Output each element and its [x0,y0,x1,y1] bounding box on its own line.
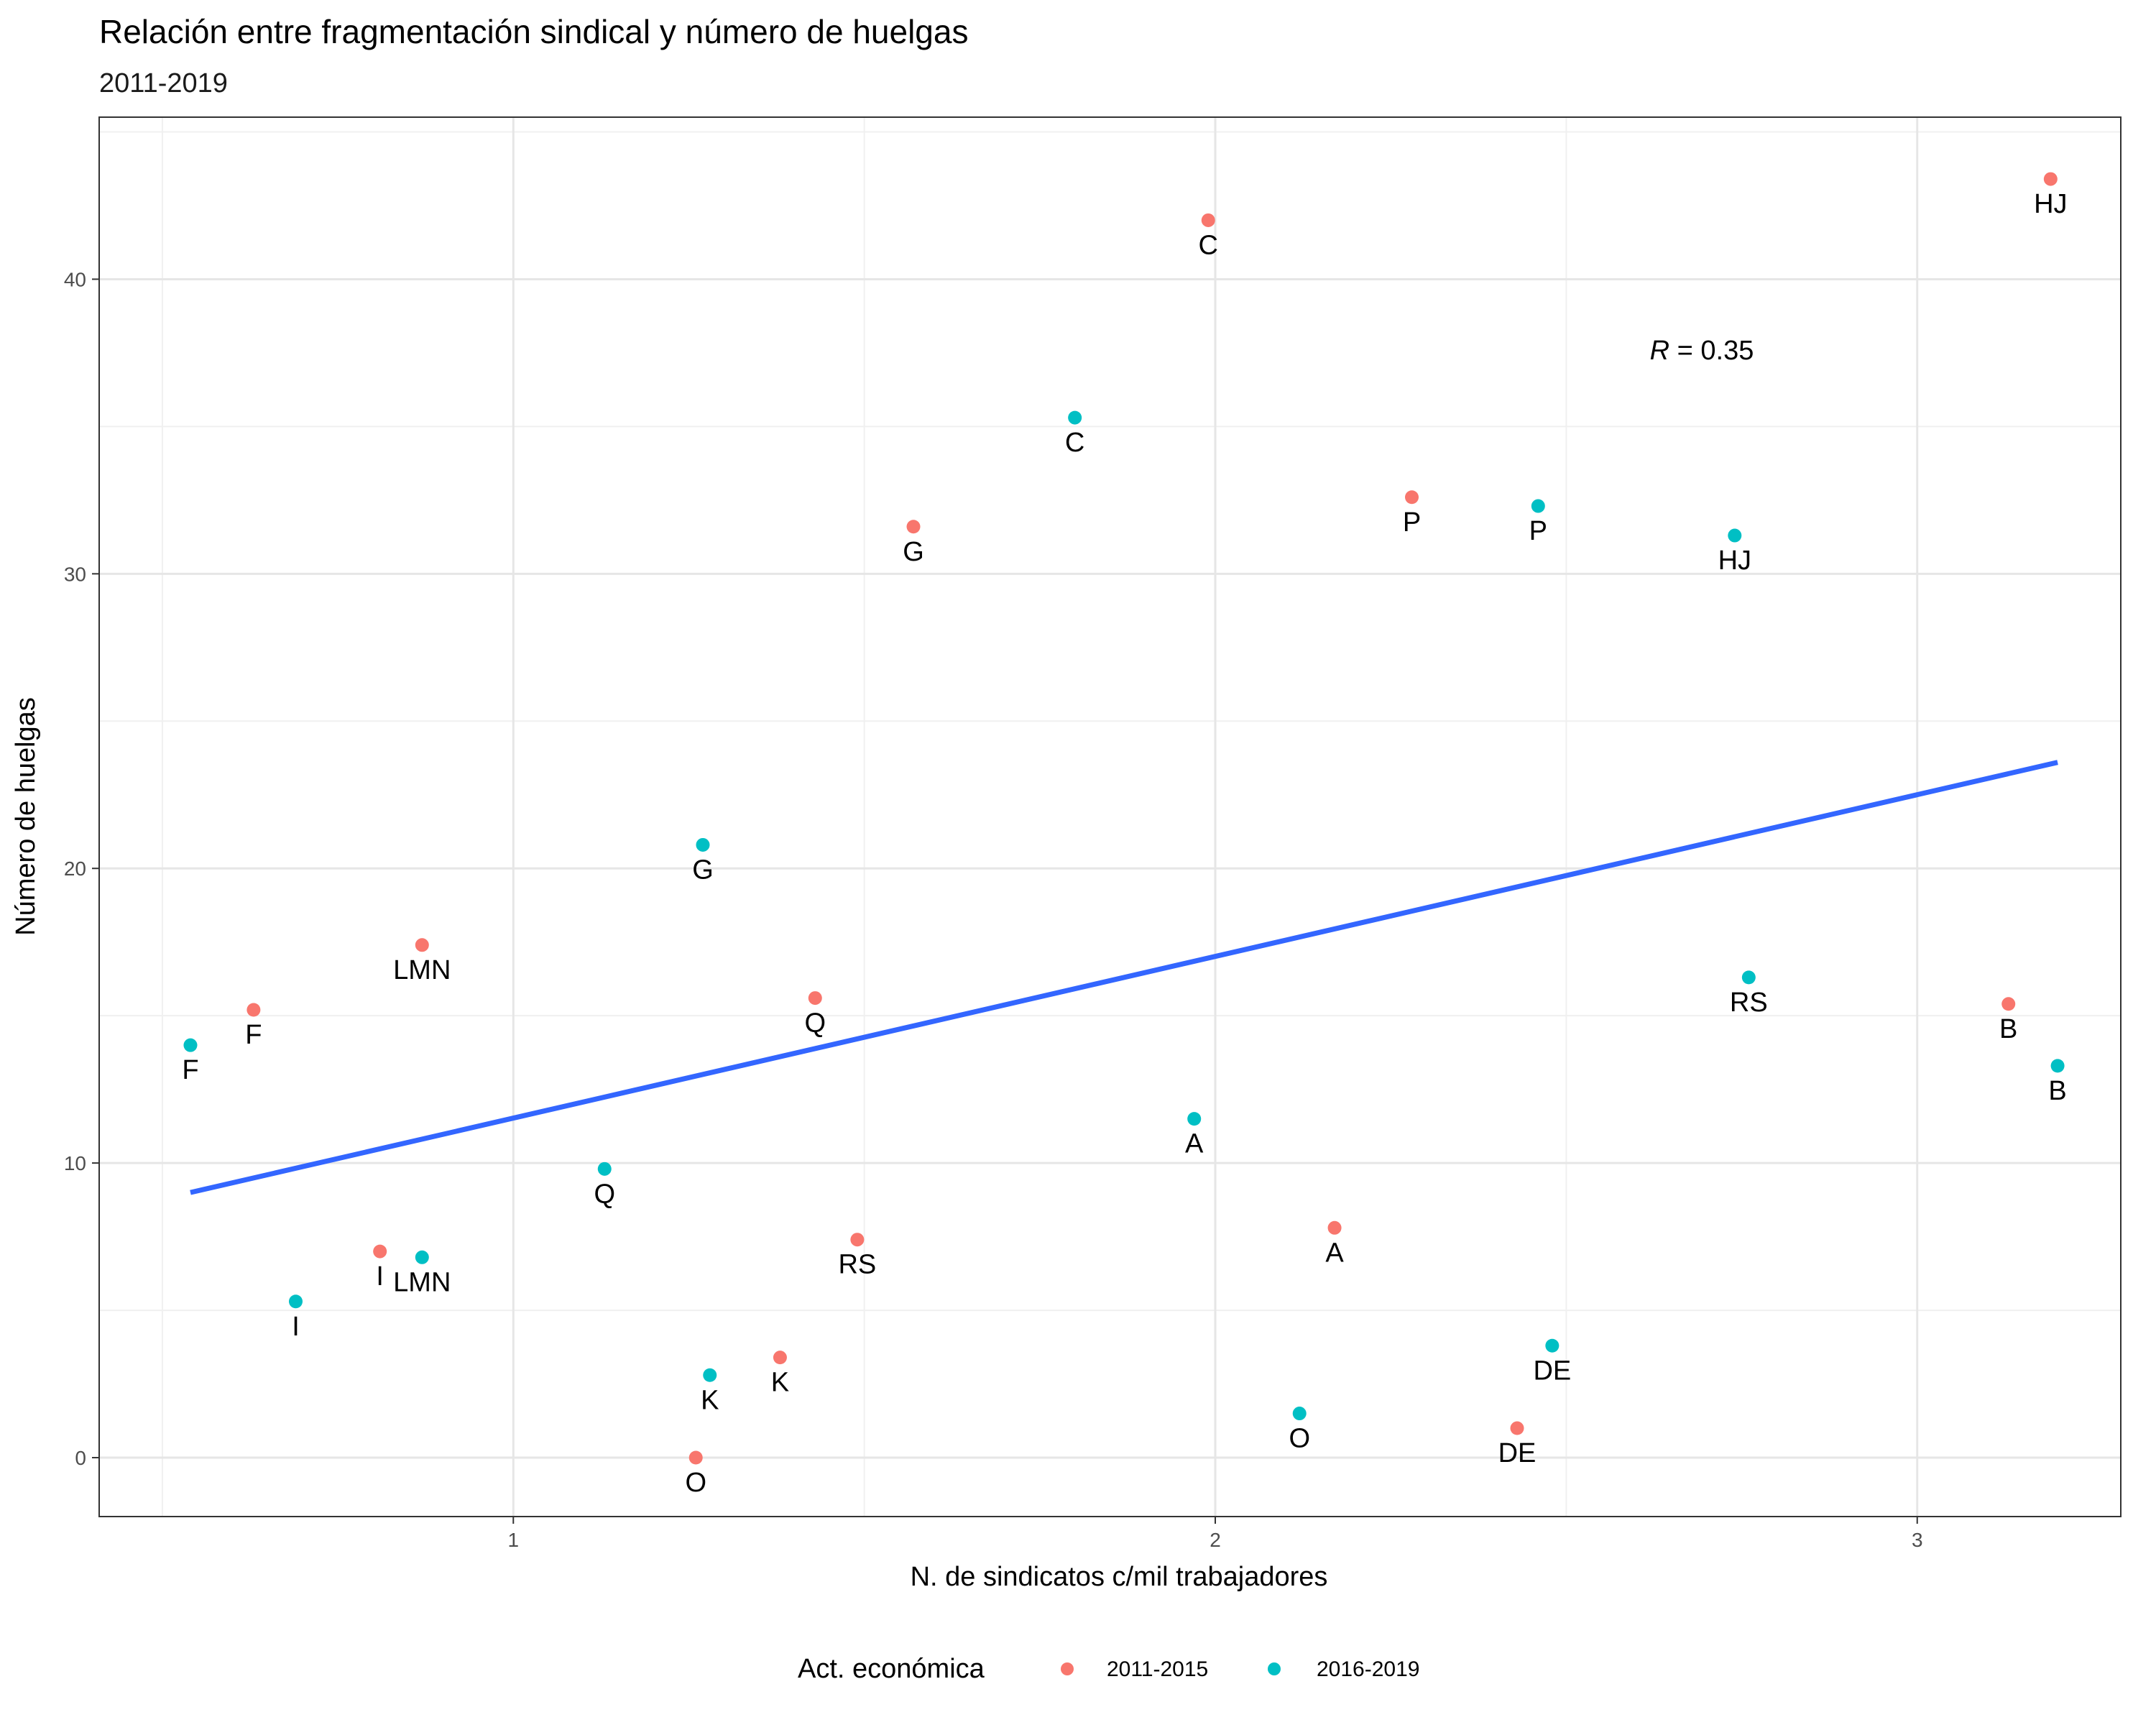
point-label: K [771,1368,789,1398]
data-point [247,1003,261,1017]
point-label: DE [1533,1356,1571,1386]
data-point [1201,213,1215,227]
point-label: RS [838,1250,876,1280]
point-label: O [1289,1424,1310,1454]
point-label: LMN [393,1267,451,1297]
point-label: HJ [1718,546,1751,576]
data-point [688,1450,703,1465]
y-tick-label: 10 [64,1152,86,1174]
data-point [288,1294,303,1309]
data-point [415,1250,429,1264]
point-label: HJ [2034,189,2067,219]
legend-label-2016-2019: 2016-2019 [1317,1657,1419,1681]
point-label: P [1529,516,1547,546]
x-tick-label: 3 [1912,1529,1923,1551]
points-layer [183,172,2065,1465]
point-label: C [1199,230,1218,260]
plot-border [98,116,2122,1517]
data-point [808,991,822,1006]
y-tick-label: 20 [64,857,86,880]
legend: Act. económica 2011-2015 2016-2019 [798,1654,1419,1684]
data-point [2050,1059,2065,1073]
data-point [2043,172,2058,186]
point-label: Q [594,1179,615,1209]
data-point [1404,490,1419,505]
point-label: P [1403,507,1421,538]
data-point [2001,997,2016,1011]
point-label: G [903,537,924,567]
y-tick-label: 0 [75,1447,86,1469]
point-label: K [701,1385,719,1415]
point-label: A [1325,1238,1344,1268]
point-label: DE [1498,1438,1537,1468]
data-point [850,1233,865,1247]
data-point [1187,1112,1202,1126]
point-label: O [685,1468,706,1498]
point-label: F [182,1055,198,1085]
point-label: B [1999,1014,2017,1044]
chart-subtitle: 2011-2019 [99,68,228,98]
legend-key-2011-2015 [1061,1662,1074,1675]
data-point [1545,1338,1560,1353]
plot-panel [99,117,2121,1517]
data-point [1510,1421,1524,1435]
trend-line [190,760,2058,1195]
r-value: = 0.35 [1669,336,1754,366]
data-point [373,1244,387,1259]
data-point [703,1368,717,1382]
trend-layer [190,760,2058,1195]
point-label: LMN [393,955,451,985]
legend-label-2011-2015: 2011-2015 [1107,1657,1208,1681]
point-label: I [292,1312,300,1342]
point-label: B [2048,1076,2066,1106]
point-label: G [692,855,714,885]
data-point [1531,499,1545,513]
point-label: C [1065,428,1084,458]
data-point [1292,1407,1307,1421]
r-annotation: R = 0.35 [1650,336,1754,366]
data-point [1068,410,1082,425]
y-axis-title: Número de huelgas [11,697,41,936]
data-point [1728,528,1742,543]
chart-title: Relación entre fragmentación sindical y … [99,13,968,50]
point-label: I [376,1261,384,1292]
legend-title: Act. económica [798,1654,985,1684]
r-symbol: R [1650,336,1669,366]
point-labels-layer: HJ C P G LMN Q B F A RS I K DE O C P HJ G RS F B A Q LMN I DE K O [182,189,2067,1498]
y-tick-label: 40 [64,268,86,290]
y-tick-label: 30 [64,563,86,585]
data-point [415,938,429,952]
data-point [696,837,710,852]
data-point [1327,1220,1342,1235]
x-tick-label: 1 [507,1529,519,1551]
point-label: F [245,1020,262,1050]
point-label: RS [1730,988,1768,1018]
data-point [1741,970,1756,985]
x-axis-title: N. de sindicatos c/mil trabajadores [911,1562,1328,1592]
data-point [597,1162,612,1176]
point-label: Q [804,1008,826,1039]
legend-key-2016-2019 [1268,1662,1281,1675]
data-point [773,1351,787,1365]
grid [99,117,2121,1517]
point-label: A [1185,1129,1204,1159]
data-point [906,520,921,534]
x-tick-label: 2 [1210,1529,1221,1551]
data-point [183,1038,198,1052]
